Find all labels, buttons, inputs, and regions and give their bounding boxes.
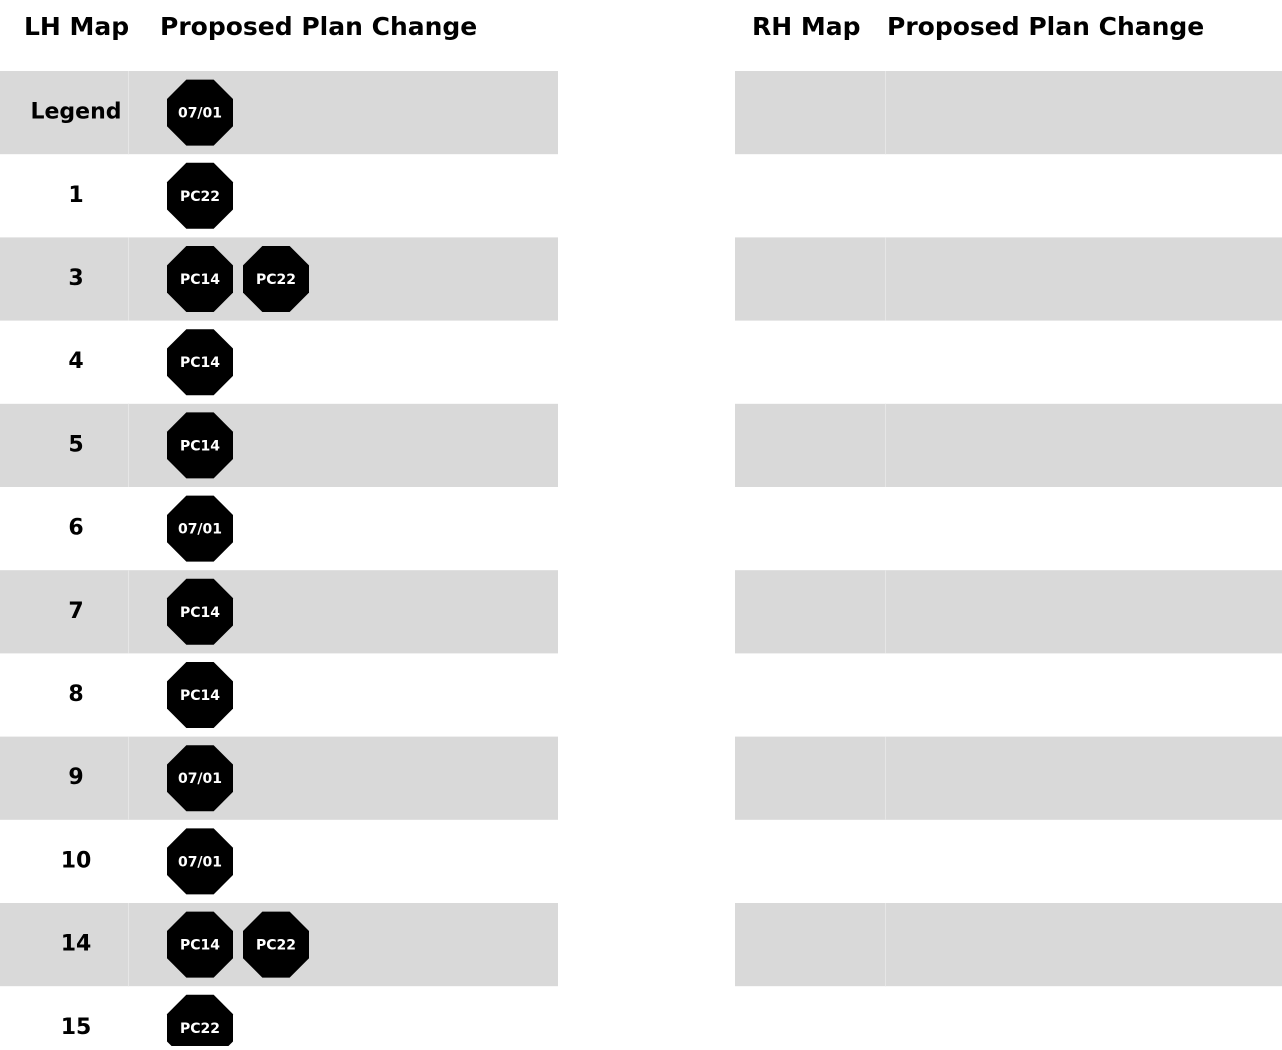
badge-text: PC14 xyxy=(180,605,220,621)
map-label: 15 xyxy=(61,1015,92,1040)
badge-text: PC14 xyxy=(180,272,220,288)
row-stripe xyxy=(735,903,1282,987)
badge-octagon xyxy=(167,79,233,146)
row-stripe xyxy=(0,570,558,654)
badge-octagon xyxy=(167,662,233,728)
badge-text: PC22 xyxy=(256,938,296,954)
plan-change-badge: PC14 xyxy=(167,412,233,479)
badge-text: PC22 xyxy=(256,272,296,288)
badge-text: PC14 xyxy=(180,438,220,454)
plan-change-badge: PC14 xyxy=(167,662,233,728)
row-stripe xyxy=(0,71,558,155)
plan-change-badge: 07/01 xyxy=(167,745,233,812)
badge-octagon xyxy=(243,911,309,978)
row-stripe xyxy=(0,403,558,487)
badge-octagon xyxy=(243,246,309,312)
map-label: 9 xyxy=(68,765,83,790)
plan-change-badge: PC14 xyxy=(167,578,233,645)
badge-text: PC14 xyxy=(180,355,220,371)
badge-octagon xyxy=(167,828,233,895)
plan-change-badge: 07/01 xyxy=(167,828,233,895)
badge-octagon xyxy=(167,412,233,479)
badge-octagon xyxy=(167,162,233,229)
row-stripe xyxy=(0,736,558,820)
row-stripe xyxy=(735,71,1282,155)
badge-text: PC22 xyxy=(180,189,220,205)
badge-text: 07/01 xyxy=(178,771,222,787)
badge-text: PC14 xyxy=(180,938,220,954)
left-header-change: Proposed Plan Change xyxy=(160,12,477,41)
left-header-map: LH Map xyxy=(24,12,129,41)
badge-octagon xyxy=(167,246,233,312)
map-label: 5 xyxy=(68,432,83,457)
badge-text: 07/01 xyxy=(178,854,222,870)
plan-change-badge: PC22 xyxy=(243,911,309,978)
map-label: 7 xyxy=(68,599,83,624)
badge-octagon xyxy=(167,329,233,396)
badge-octagon xyxy=(167,745,233,812)
plan-change-badge: 07/01 xyxy=(167,79,233,146)
plan-change-badge: PC22 xyxy=(167,994,233,1050)
row-stripe xyxy=(735,570,1282,654)
map-label: 14 xyxy=(61,932,92,957)
map-label: 10 xyxy=(61,848,92,873)
badge-text: 07/01 xyxy=(178,106,222,122)
map-label: 1 xyxy=(68,183,83,208)
map-label: 3 xyxy=(68,266,83,291)
map-label: 4 xyxy=(68,349,83,374)
plan-change-badge: PC22 xyxy=(167,162,233,229)
badge-octagon xyxy=(167,994,233,1050)
plan-change-badge: PC14 xyxy=(167,911,233,978)
right-header-change: Proposed Plan Change xyxy=(887,12,1204,41)
badge-octagon xyxy=(167,578,233,645)
plan-change-badge: PC14 xyxy=(167,246,233,312)
right-header-map: RH Map xyxy=(752,12,861,41)
map-label: 8 xyxy=(68,682,83,707)
badge-text: PC22 xyxy=(180,1021,220,1037)
badge-text: 07/01 xyxy=(178,522,222,538)
plan-change-badge: 07/01 xyxy=(167,495,233,562)
badge-text: PC14 xyxy=(180,688,220,704)
map-label: Legend xyxy=(30,100,121,125)
row-stripe xyxy=(735,403,1282,487)
map-label: 6 xyxy=(68,516,83,541)
badge-octagon xyxy=(167,495,233,562)
row-stripe xyxy=(735,736,1282,820)
row-stripe xyxy=(735,237,1282,321)
plan-change-badge: PC14 xyxy=(167,329,233,396)
plan-change-badge: PC22 xyxy=(243,246,309,312)
badge-octagon xyxy=(167,911,233,978)
